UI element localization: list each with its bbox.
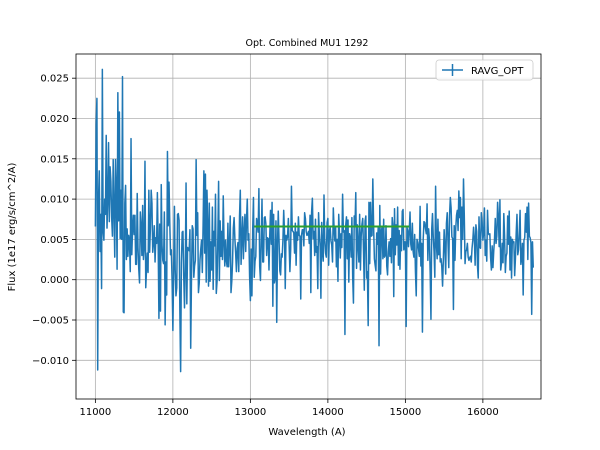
legend-label-ravg-opt: RAVG_OPT [471, 66, 524, 77]
y-tick-label: 0.010 [40, 195, 69, 206]
y-tick-label: −0.005 [32, 316, 69, 327]
x-axis: 11000 12000 13000 14000 15000 16000 [79, 399, 499, 418]
x-tick-label: 13000 [234, 407, 266, 418]
x-axis-label: Wavelength (A) [268, 427, 345, 438]
y-tick-label: 0.000 [40, 275, 69, 286]
axes-frame [75, 53, 542, 400]
legend-box [435, 59, 534, 81]
data-layer [94, 68, 534, 373]
y-axis: −0.010 −0.005 0.000 0.005 0.010 0.015 0.020 0.0… [32, 74, 76, 367]
x-tick-label: 12000 [157, 407, 189, 418]
y-tick-label: 0.025 [40, 74, 69, 85]
y-tick-label: 0.005 [40, 235, 69, 246]
y-tick-label: 0.015 [40, 154, 69, 165]
y-tick-label: 0.020 [40, 114, 69, 125]
legend: RAVG_OPT [435, 59, 534, 81]
y-tick-label: −0.010 [32, 356, 69, 367]
x-tick-label: 16000 [467, 407, 499, 418]
x-tick-label: 14000 [312, 407, 344, 418]
y-axis-label: Flux (1e17 erg/s/cm^2/A) [7, 163, 18, 292]
series-ravg-opt-line [94, 68, 534, 373]
plot-area [94, 68, 534, 373]
x-tick-label: 15000 [389, 407, 421, 418]
x-tick-label: 11000 [79, 407, 111, 418]
chart-title: Opt. Combined MU1 1292 [246, 38, 369, 49]
